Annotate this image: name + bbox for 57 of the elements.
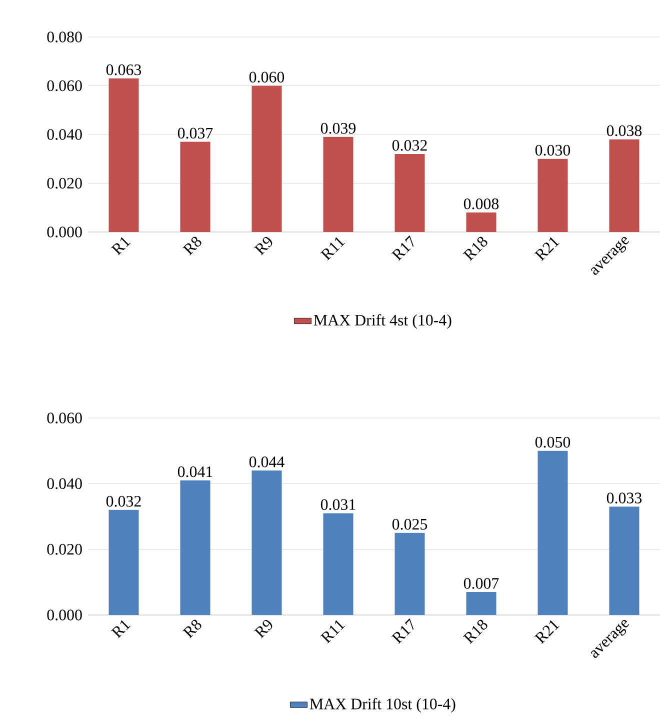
data-label: 0.025 <box>392 518 428 530</box>
data-label: 0.032 <box>106 496 141 507</box>
data-label: 0.060 <box>249 72 284 83</box>
y-tick-label: 0.060 <box>47 412 82 424</box>
bar <box>323 136 354 232</box>
bar <box>180 480 210 615</box>
data-label: 0.038 <box>606 125 642 136</box>
data-label: 0.007 <box>464 578 499 589</box>
y-tick-label: 0.040 <box>47 129 82 140</box>
bar <box>394 532 425 615</box>
x-tick-label: R8 <box>182 236 202 256</box>
bar <box>394 154 425 232</box>
y-tick-label: 0.000 <box>47 226 82 238</box>
x-tick-label: R9 <box>254 620 272 638</box>
bar <box>609 506 640 615</box>
bar <box>538 450 568 615</box>
data-label: 0.041 <box>178 466 212 478</box>
bar <box>466 212 496 232</box>
data-label: 0.063 <box>106 64 142 76</box>
bar <box>538 158 568 232</box>
x-tick-label: R17 <box>391 618 414 644</box>
x-tick-label: R8 <box>182 620 202 638</box>
x-tick-label: R21 <box>534 237 560 261</box>
y-tick-label: 0.000 <box>47 610 82 620</box>
data-label: 0.037 <box>178 128 213 139</box>
y-tick-label: 0.020 <box>47 178 82 189</box>
legend-label: MAX Drift 4st (10-4) <box>314 314 452 329</box>
data-label: 0.050 <box>535 436 570 448</box>
legend-label: MAX Drift 10st (10-4) <box>310 698 456 713</box>
data-label: 0.031 <box>320 499 356 510</box>
x-tick-label: R11 <box>320 237 346 261</box>
x-tick-label: R9 <box>254 236 272 256</box>
data-label: 0.008 <box>464 198 499 210</box>
x-tick-label: R18 <box>462 236 488 261</box>
y-tick-label: 0.080 <box>47 32 82 42</box>
y-tick-label: 0.040 <box>47 478 82 490</box>
x-tick-label: R1 <box>110 237 131 256</box>
bar <box>466 592 496 615</box>
bar <box>108 78 139 232</box>
data-label: 0.030 <box>535 144 570 156</box>
data-label: 0.033 <box>606 492 642 504</box>
data-label: 0.044 <box>249 456 284 468</box>
x-tick-label: R18 <box>462 620 488 644</box>
bar <box>252 86 282 232</box>
bar <box>252 470 282 615</box>
y-tick-label: 0.060 <box>47 80 82 92</box>
x-tick-label: R21 <box>534 620 560 644</box>
y-tick-label: 0.020 <box>47 544 82 555</box>
bar <box>323 513 354 615</box>
bar <box>180 142 210 232</box>
x-tick-label: R17 <box>391 235 414 261</box>
data-label: 0.032 <box>392 140 427 151</box>
bar <box>108 510 139 615</box>
x-tick-label: R1 <box>110 620 131 638</box>
bar <box>609 139 640 232</box>
x-tick-label: R11 <box>320 620 346 644</box>
data-label: 0.039 <box>320 122 356 134</box>
